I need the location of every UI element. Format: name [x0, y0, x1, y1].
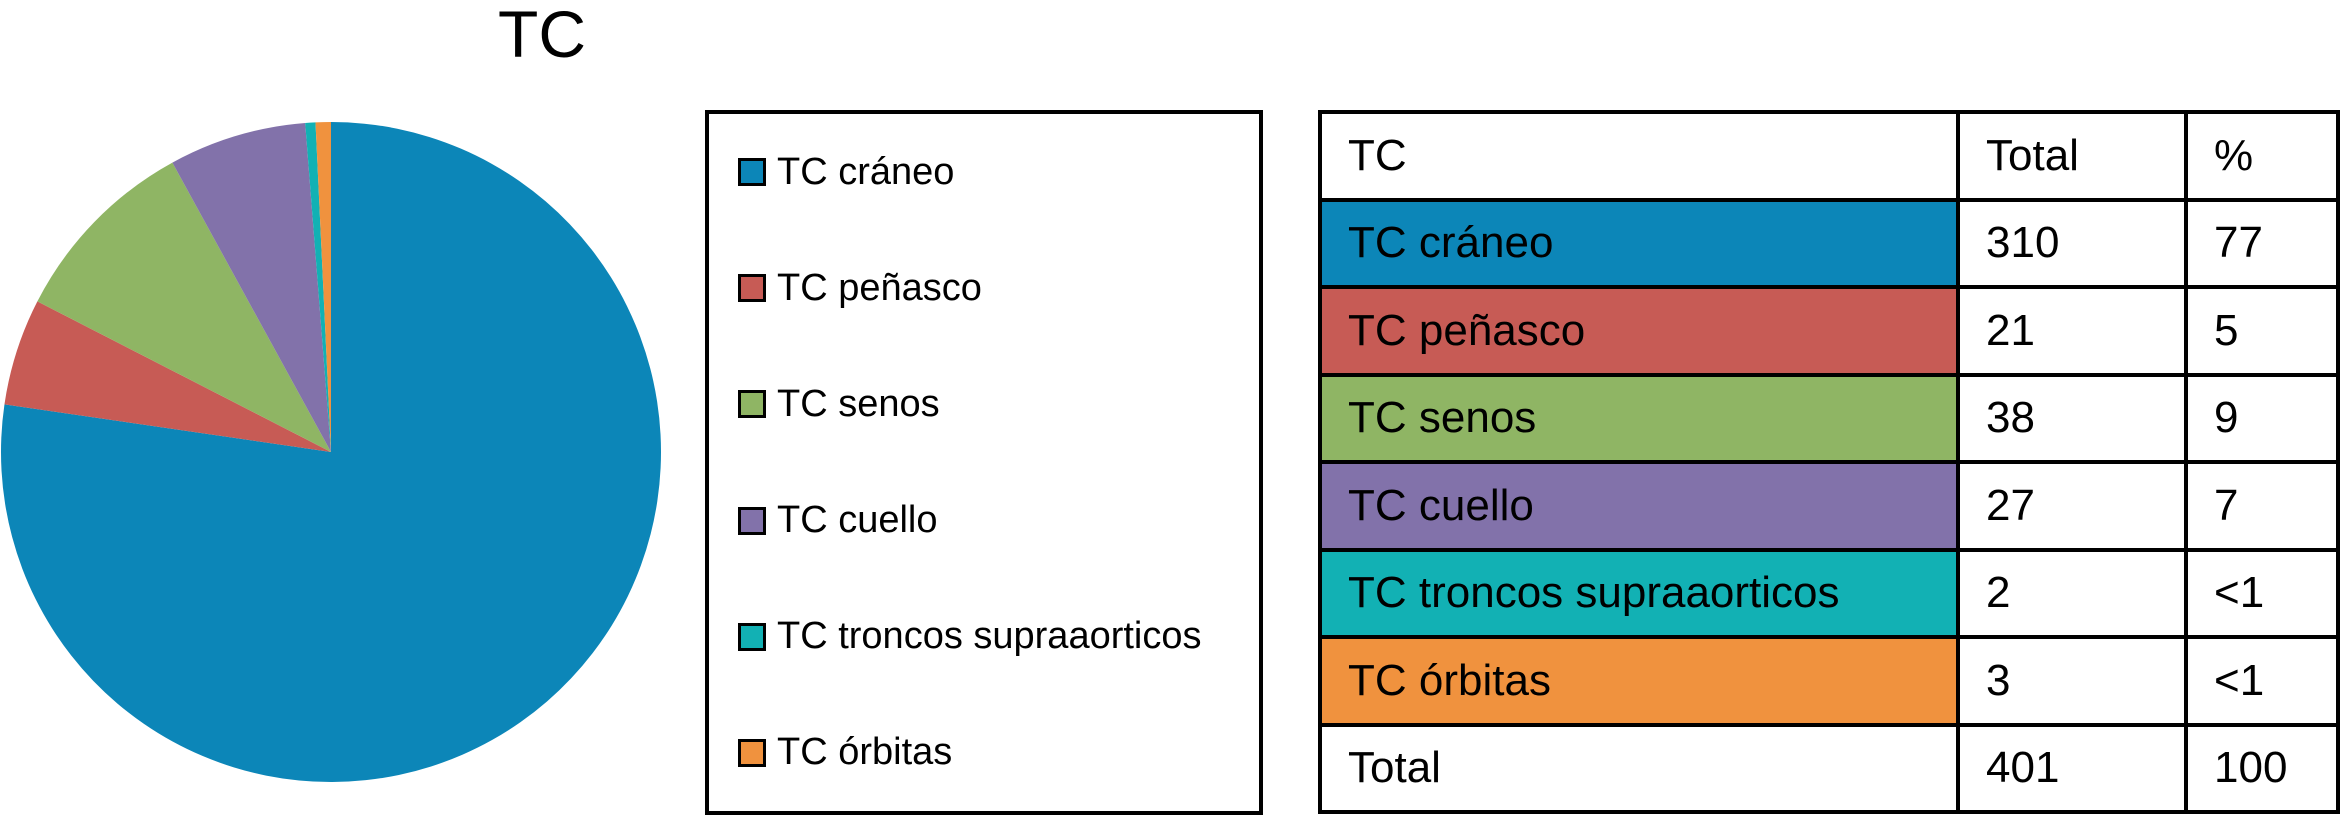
legend-swatch-icon	[738, 390, 766, 419]
legend-swatch-icon	[738, 274, 766, 303]
table-header-total: Total	[1960, 114, 2184, 198]
table-row-5-label: TC troncos supraaorticos	[1322, 551, 1956, 635]
legend-item-label: TC órbitas	[777, 731, 953, 774]
table-row-1-total: 310	[1960, 201, 2184, 285]
table-row-3-percent: 9	[2188, 376, 2336, 460]
table-row-3-total: 38	[1960, 376, 2184, 460]
table-row-2-label: TC peñasco	[1322, 289, 1956, 373]
legend-item-label: TC peñasco	[777, 266, 982, 309]
table-footer-percent: 100	[2188, 726, 2336, 810]
table-row-5-percent: <1	[2188, 551, 2336, 635]
legend-item-label: TC senos	[777, 382, 940, 425]
legend-item-5: TC troncos supraaorticos	[709, 579, 1259, 695]
pie-slice-5	[305, 122, 331, 453]
legend-item-6: TC órbitas	[709, 695, 1259, 811]
table-header-label: TC	[1322, 114, 1956, 198]
table-footer-total: 401	[1960, 726, 2184, 810]
legend-swatch-icon	[738, 506, 766, 535]
pie-slice-4	[172, 123, 331, 452]
table-row-6-total: 3	[1960, 639, 2184, 723]
pie-slice-2	[4, 301, 332, 452]
data-table: TC Total% TC cráneo 310 77 TC peñasco 21 5 TC se…	[1318, 110, 2340, 814]
table-row-4-label: TC cuello	[1322, 464, 1956, 548]
table-row-5-total: 2	[1960, 551, 2184, 635]
pie-slice-3	[37, 162, 331, 452]
table-footer-label: Total	[1322, 726, 1956, 810]
table-row-1-label: TC cráneo	[1322, 201, 1956, 285]
legend-item-label: TC cráneo	[777, 150, 955, 193]
table-row-3-label: TC senos	[1322, 376, 1956, 460]
table-header-percent: %	[2188, 114, 2336, 198]
table-row-6-label: TC órbitas	[1322, 639, 1956, 723]
pie-slice-6	[315, 121, 331, 452]
legend-item-label: TC troncos supraaorticos	[777, 615, 1202, 658]
table-row-2-percent: 5	[2188, 289, 2336, 373]
legend-item-4: TC cuello	[709, 463, 1259, 579]
table-row-4-total: 27	[1960, 464, 2184, 548]
pie-chart	[1, 121, 662, 782]
legend-item-label: TC cuello	[777, 499, 938, 542]
legend-swatch-icon	[738, 622, 766, 651]
legend-swatch-icon	[738, 158, 766, 187]
table-row-6-percent: <1	[2188, 639, 2336, 723]
legend-swatch-icon	[738, 738, 766, 767]
table-row-4-percent: 7	[2188, 464, 2336, 548]
chart-title: TC	[498, 0, 586, 71]
legend-item-3: TC senos	[709, 346, 1259, 462]
legend-box: TC cráneo TC peñasco TC senos TC cuello TC t…	[705, 110, 1263, 815]
legend-item-1: TC cráneo	[709, 114, 1259, 230]
pie-slice-1	[1, 122, 662, 782]
table-row-2-total: 21	[1960, 289, 2184, 373]
table-row-1-percent: 77	[2188, 201, 2336, 285]
legend-item-2: TC peñasco	[709, 230, 1259, 346]
